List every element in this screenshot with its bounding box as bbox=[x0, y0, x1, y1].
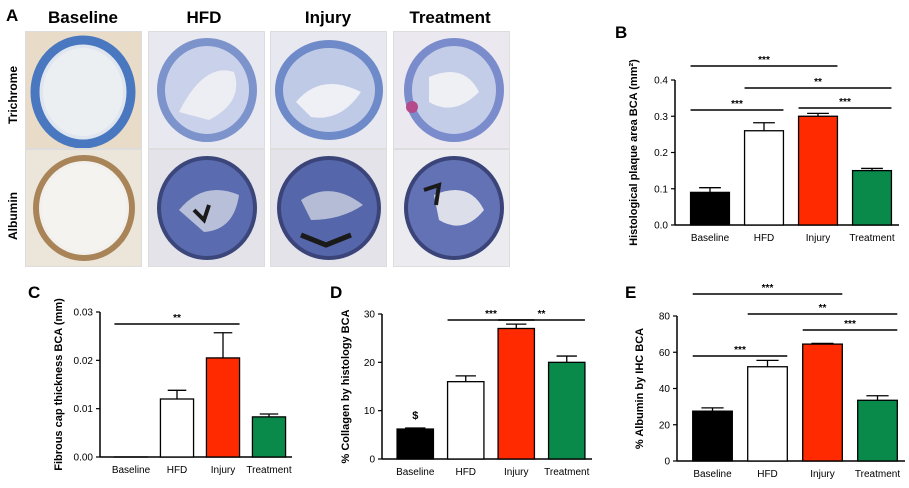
vessel-cross-section-image bbox=[275, 40, 383, 140]
micrograph-trichrome-injury bbox=[270, 31, 387, 149]
x-tick-label: Injury bbox=[504, 467, 528, 478]
x-tick-label: HFD bbox=[455, 467, 476, 478]
x-tick-label: Treatment bbox=[849, 233, 894, 244]
significance-label: *** bbox=[734, 345, 746, 356]
y-tick-label: 0 bbox=[369, 455, 375, 466]
x-tick-label: HFD bbox=[167, 465, 188, 476]
panel-letter: D bbox=[330, 283, 342, 302]
bar-injury bbox=[802, 343, 843, 462]
y-tick-label: 0.02 bbox=[74, 356, 94, 367]
y-tick-label: 0.0 bbox=[654, 221, 668, 232]
y-tick-label: 0.03 bbox=[74, 308, 94, 319]
vessel-cross-section-image bbox=[157, 156, 257, 260]
significance-label: *** bbox=[485, 309, 497, 320]
micrograph-albumin-hfd bbox=[148, 149, 265, 267]
column-title-treatment: Treatment bbox=[409, 8, 491, 27]
x-tick-label: Baseline bbox=[693, 469, 732, 480]
micrograph-trichrome-hfd bbox=[148, 31, 265, 149]
panel-letter: B bbox=[615, 23, 627, 42]
bar-treatment bbox=[251, 416, 287, 458]
y-tick-label: 0.2 bbox=[654, 148, 668, 159]
significance-label: ** bbox=[814, 77, 822, 88]
micrograph-albumin-baseline bbox=[25, 149, 142, 267]
vessel-cross-section-image bbox=[404, 38, 504, 142]
panel-letter: C bbox=[28, 283, 40, 302]
significance-label: *** bbox=[762, 283, 774, 294]
x-tick-label: Baseline bbox=[691, 233, 730, 244]
vessel-cross-section-image bbox=[157, 38, 257, 142]
significance-label: ** bbox=[173, 313, 181, 324]
significance-label: *** bbox=[839, 97, 851, 108]
y-tick-label: 30 bbox=[364, 310, 376, 321]
row-label-trichrome: Trichrome bbox=[6, 65, 20, 124]
y-tick-label: 0 bbox=[664, 457, 670, 468]
micrograph-albumin-treatment bbox=[393, 149, 510, 267]
y-tick-label: 0.3 bbox=[654, 112, 668, 123]
vessel-cross-section-image bbox=[404, 156, 504, 260]
chart-d: D % Collagen by histology BCA 0 10 20 30 Basel… bbox=[330, 283, 592, 478]
significance-label: *** bbox=[758, 55, 770, 66]
bar-hfd bbox=[446, 381, 485, 460]
y-tick-label: 40 bbox=[659, 384, 671, 395]
x-tick-label: Injury bbox=[810, 469, 834, 480]
significance-label: ** bbox=[819, 303, 827, 314]
x-tick-label: Treatment bbox=[246, 465, 291, 476]
vessel-cross-section-image bbox=[33, 155, 135, 261]
column-title-baseline: Baseline bbox=[48, 8, 118, 27]
micrograph-trichrome-baseline bbox=[25, 31, 142, 149]
y-axis-label: Fibrous cap thickness BCA (mm) bbox=[53, 298, 65, 471]
y-axis-label: Histological plaque area BCA (mm²) bbox=[628, 59, 640, 246]
bar-injury bbox=[797, 115, 839, 226]
bar-treatment bbox=[857, 399, 898, 462]
bar-injury bbox=[205, 357, 241, 458]
bar-baseline bbox=[396, 428, 435, 460]
y-axis-label: % Collagen by histology BCA bbox=[340, 309, 352, 463]
chart-e: E % Albumin by IHC BCA 0 20 40 60 80 Baseline HF… bbox=[625, 283, 905, 480]
y-tick-label: 60 bbox=[659, 348, 671, 359]
micrograph-trichrome-treatment bbox=[393, 31, 510, 149]
bar-hfd bbox=[747, 366, 788, 462]
bar-hfd bbox=[743, 130, 785, 226]
y-tick-label: 20 bbox=[659, 420, 671, 431]
y-tick-label: 0.1 bbox=[654, 184, 668, 195]
bar-baseline bbox=[689, 191, 731, 226]
y-tick-label: 0.4 bbox=[654, 76, 668, 87]
panel-a-label: A bbox=[6, 6, 19, 25]
y-tick-label: 20 bbox=[364, 358, 376, 369]
y-tick-label: 80 bbox=[659, 312, 671, 323]
x-tick-label: HFD bbox=[754, 233, 775, 244]
panel-letter: E bbox=[625, 283, 636, 302]
significance-label: ** bbox=[538, 309, 546, 320]
y-tick-label: 10 bbox=[364, 406, 376, 417]
bar-label: $ bbox=[412, 410, 418, 422]
y-tick-label: 0.00 bbox=[74, 453, 94, 464]
vessel-cross-section-image bbox=[30, 35, 136, 148]
x-tick-label: Injury bbox=[211, 465, 235, 476]
significance-label: *** bbox=[731, 99, 743, 110]
significance-label: *** bbox=[844, 319, 856, 330]
micrograph-albumin-injury bbox=[270, 149, 387, 267]
chart-c: C Fibrous cap thickness BCA (mm) 0.00 0.01 0… bbox=[28, 283, 292, 476]
bar-injury bbox=[497, 327, 536, 460]
x-tick-label: Baseline bbox=[112, 465, 151, 476]
bar-baseline bbox=[692, 410, 733, 462]
x-tick-label: Treatment bbox=[544, 467, 589, 478]
y-tick-label: 0.01 bbox=[74, 404, 94, 415]
y-axis-label: % Albumin by IHC BCA bbox=[634, 328, 646, 449]
bar-hfd bbox=[159, 398, 195, 458]
x-tick-label: HFD bbox=[757, 469, 778, 480]
vessel-cross-section-image bbox=[277, 156, 381, 260]
row-label-albumin: Albumin bbox=[6, 192, 20, 240]
bar-treatment bbox=[851, 169, 893, 226]
bar-treatment bbox=[547, 361, 586, 460]
chart-b: B Histological plaque area BCA (mm²) 0.0 0.… bbox=[615, 23, 899, 246]
x-tick-label: Injury bbox=[806, 233, 830, 244]
x-tick-label: Baseline bbox=[396, 467, 435, 478]
column-title-injury: Injury bbox=[304, 8, 352, 27]
x-tick-label: Treatment bbox=[855, 469, 900, 480]
column-title-hfd: HFD bbox=[186, 8, 222, 27]
